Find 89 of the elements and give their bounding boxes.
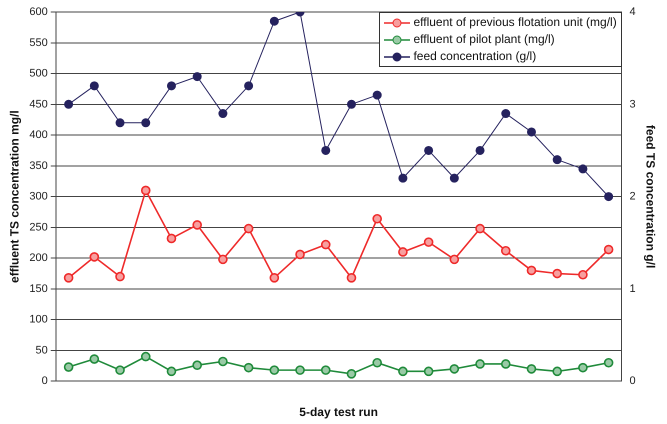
y-tick-label: 150 [29,282,48,295]
y-tick-label: 300 [29,190,48,203]
point [450,254,460,264]
point [346,100,356,109]
point [218,109,228,118]
point [552,366,562,376]
point [578,362,588,372]
point [372,358,382,368]
point [346,369,356,379]
point [501,109,510,118]
point [321,146,330,155]
y-tick-label: 0 [42,375,48,388]
point [64,362,74,372]
point [500,359,511,369]
point [424,237,434,247]
y-tick-label: 50 [36,344,48,356]
point [604,192,614,202]
y-tick-label: 450 [29,98,48,110]
point [244,81,254,90]
y2-tick-label: 0 [629,375,636,388]
point [166,81,176,90]
legend-label: effluent of pilot plant (mg/l) [413,31,555,48]
point [90,81,99,90]
point [476,146,485,155]
point [218,356,228,366]
point [346,273,356,283]
point [244,224,254,234]
point [244,362,254,372]
point [320,365,331,375]
point [475,224,485,234]
point [270,16,279,26]
point [578,270,588,280]
y-axis-title: effluent TS concentration mg/l [8,110,22,283]
point [604,358,614,368]
point [192,72,202,82]
point [166,234,176,244]
point [320,240,331,250]
y2-axis-title: feed TS concentration g/l [643,124,658,268]
point [526,127,536,136]
point [90,354,100,364]
point [552,268,562,278]
y2-tick-label: 2 [629,190,636,203]
y2-tick-label: 1 [629,282,636,295]
point [64,100,74,109]
point [218,254,228,264]
y2-tick-label: 4 [629,6,636,18]
point [604,244,614,254]
y-tick-label: 400 [29,129,48,142]
y-tick-label: 550 [29,36,48,49]
point [64,273,74,283]
point [270,273,280,283]
point [192,360,202,370]
point [450,174,459,183]
point [398,366,408,376]
point [116,118,125,128]
point [424,146,434,155]
point [372,214,382,224]
point [552,155,562,164]
point [450,364,460,374]
point [270,365,280,375]
point [166,366,176,376]
y-tick-label: 250 [29,221,48,234]
point [141,118,150,128]
point [475,359,485,369]
y-tick-label: 200 [29,252,48,264]
point [398,174,408,183]
point [140,352,151,362]
point [140,186,151,196]
legend-label: feed concentration (g/l) [413,48,536,65]
point [192,220,202,230]
y2-tick-label: 3 [629,98,636,110]
y-tick-label: 600 [29,6,48,18]
y-tick-label: 350 [29,160,48,172]
point [295,250,305,260]
legend-label: effluent of previous flotation unit (mg/l) [413,14,617,31]
x-axis-title: 5-day test run [299,405,378,420]
point [90,252,100,262]
point [424,366,434,376]
point [115,365,125,375]
y-tick-label: 100 [29,314,48,326]
point [526,364,536,374]
point [295,365,305,375]
point [578,164,588,174]
point [398,247,408,257]
y-tick-label: 500 [29,68,48,80]
point [500,246,511,256]
point [115,272,125,282]
point [526,266,536,276]
point [372,90,382,100]
